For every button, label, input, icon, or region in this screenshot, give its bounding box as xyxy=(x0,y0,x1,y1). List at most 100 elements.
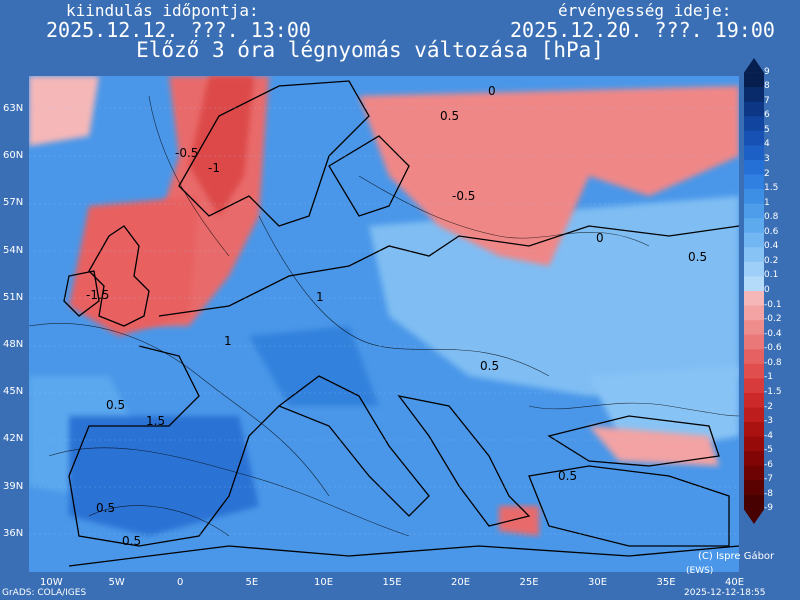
contour-value-label: 0.5 xyxy=(122,534,141,548)
legend-label: 3 xyxy=(764,153,770,164)
latitude-label: 45N xyxy=(3,386,24,398)
legend-swatch xyxy=(744,159,764,175)
legend-label: -3 xyxy=(764,416,773,427)
pressure-change-map: 0 0.5 -0.5 -1 -0.5 0 0.5 -1.5 1 0.5 0.5 1.5 0.5 0.5 0.… xyxy=(29,76,739,572)
contour-value-label: 0.5 xyxy=(688,250,707,264)
longitude-label: 10E xyxy=(314,577,334,588)
legend-swatch xyxy=(744,436,764,452)
great-britain-outline xyxy=(88,225,150,327)
latitude-label: 57N xyxy=(3,197,24,209)
longitude-label: 15E xyxy=(382,577,402,588)
legend-swatch xyxy=(744,422,764,438)
legend-label: 8 xyxy=(764,81,770,92)
norwegian-sea-deep-red xyxy=(189,76,254,216)
legend-label: 0 xyxy=(764,285,770,295)
grads-credit: GrADS: COLA/IGES xyxy=(2,588,87,598)
legend-label: 0.2 xyxy=(764,255,779,266)
contour-value-label: 0.5 xyxy=(106,398,125,412)
legend-swatch xyxy=(744,189,764,205)
legend-swatch xyxy=(744,407,764,423)
legend-swatch xyxy=(744,305,764,321)
init-time-value: 2025.12.12. ???. 13:00 xyxy=(46,18,311,42)
timestamp: 2025-12-12-18:55 xyxy=(684,588,766,598)
legend-swatch xyxy=(744,349,764,365)
legend-label: 0.6 xyxy=(764,226,779,237)
legend-label: 6 xyxy=(764,110,770,121)
legend-label: -4 xyxy=(764,430,773,441)
longitude-label: 10W xyxy=(40,577,63,588)
legend-swatch xyxy=(744,101,764,117)
contour-value-label: 0.5 xyxy=(96,501,115,515)
turkey-outline xyxy=(528,465,730,547)
legend-label: -6 xyxy=(764,459,773,470)
lat-lon-grid xyxy=(29,107,739,535)
legend-label: -0.4 xyxy=(764,328,782,339)
longitude-label: 5E xyxy=(245,577,259,588)
contour-value-label: -1 xyxy=(208,161,220,175)
longitude-label: 30E xyxy=(588,577,608,588)
legend-label: 2 xyxy=(764,168,770,179)
contour-value-label: 0.5 xyxy=(440,109,459,123)
balkans-outline xyxy=(397,395,531,527)
legend-top-arrow xyxy=(744,58,764,73)
black-sea-outline xyxy=(547,415,720,467)
light-blue-east-zone xyxy=(369,196,739,396)
contour-value-label: 0.5 xyxy=(558,469,577,483)
contour-value-label: 1 xyxy=(316,290,324,304)
init-time-label: kiindulás időpontja: xyxy=(66,1,259,20)
legend-label: -0.1 xyxy=(764,299,782,310)
chart-title: Előző 3 óra légnyomás változása [hPa] xyxy=(136,38,604,62)
legend-label: -9 xyxy=(764,503,773,514)
legend-swatch xyxy=(744,116,764,132)
latitude-label: 51N xyxy=(3,291,24,303)
contour-line xyxy=(29,323,330,497)
contour-value-label: 1 xyxy=(224,334,232,348)
legend-swatch xyxy=(744,320,764,336)
color-legend xyxy=(744,58,764,524)
map-svg: 0 0.5 -0.5 -1 -0.5 0 0.5 -1.5 1 0.5 0.5 1.5 0.5 0.5 0.… xyxy=(29,76,739,572)
legend-label: 0.8 xyxy=(764,212,779,223)
valid-time-label: érvényesség ideje: xyxy=(558,1,732,20)
ireland-outline xyxy=(63,270,100,317)
contour-value-label: -1.5 xyxy=(86,288,109,302)
legend-label: -2 xyxy=(764,401,773,412)
contour-labels: 0 0.5 -0.5 -1 -0.5 0 0.5 -1.5 1 0.5 0.5 1.5 0.5 0.5 0.… xyxy=(86,84,707,548)
legend-label: 7 xyxy=(764,95,770,106)
legend-label: -5 xyxy=(764,445,773,456)
latitude-label: 48N xyxy=(3,339,24,350)
legend-swatch xyxy=(744,465,764,481)
contour-line xyxy=(48,447,410,537)
legend-swatch xyxy=(744,72,764,88)
contour-value-label: 0.5 xyxy=(480,359,499,373)
legend-label: -0.2 xyxy=(764,314,782,325)
latitude-label: 54N xyxy=(3,244,24,256)
legend-swatch xyxy=(744,494,764,510)
coastlines xyxy=(63,80,739,567)
north-coast xyxy=(158,225,739,317)
contour-line xyxy=(358,175,650,247)
legend-label: -0.6 xyxy=(764,343,782,354)
northwest-pink-zone xyxy=(29,76,99,146)
latitude-label: 63N xyxy=(3,103,24,114)
baltic-outline xyxy=(328,135,410,217)
north-africa-coast xyxy=(68,545,739,567)
contour-value-label: 1.5 xyxy=(146,414,165,428)
legend-swatch xyxy=(744,363,764,379)
legend-label: -8 xyxy=(764,488,773,499)
longitude-label: 0 xyxy=(177,577,184,588)
legend-swatch xyxy=(744,174,764,190)
legend-label: -0.8 xyxy=(764,357,782,368)
longitude-label: 40E xyxy=(725,577,745,588)
latitude-label: 42N xyxy=(3,433,24,445)
author-credit-sub: (EWS) xyxy=(686,566,714,576)
legend-label: -1.5 xyxy=(764,386,782,397)
legend-swatch xyxy=(744,87,764,103)
legend-swatch xyxy=(744,451,764,467)
iberia-france-outline xyxy=(68,345,280,547)
iberia-deep-blue xyxy=(69,416,259,536)
legend-swatch xyxy=(744,334,764,350)
author-credit: (C) Ispre Gábor xyxy=(698,551,775,562)
legend-swatch xyxy=(744,247,764,263)
legend-label: 0.1 xyxy=(764,270,779,281)
legend-label: 1.5 xyxy=(764,183,779,194)
